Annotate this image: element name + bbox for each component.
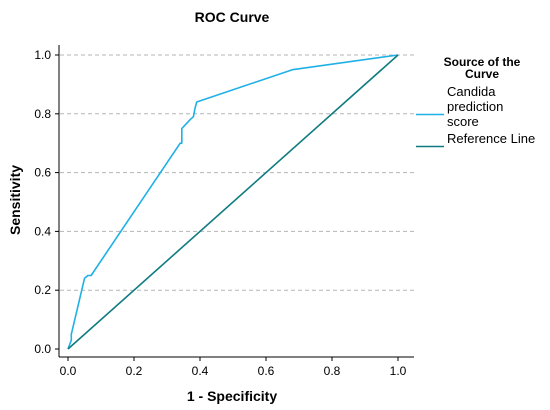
- legend-label-roc: Candida: [447, 84, 496, 99]
- x-tick-label: 0.6: [258, 364, 275, 378]
- y-tick-label: 0.2: [34, 283, 51, 297]
- legend-label-reference: Reference Line: [447, 131, 535, 146]
- grid-lines: [60, 54, 414, 291]
- tick-labels: 0.0 0.2 0.4 0.6 0.8 1.0 0.0 0.2 0.4 0.6 0.8 1.0: [34, 48, 406, 378]
- legend-title: Curve: [465, 67, 499, 81]
- x-tick-label: 0.8: [324, 364, 341, 378]
- x-tick-label: 1.0: [390, 364, 407, 378]
- x-axis-label: 1 - Specificity: [187, 388, 277, 404]
- legend-label-roc: prediction: [447, 99, 503, 114]
- y-tick-label: 0.4: [34, 224, 51, 238]
- y-tick-label: 1.0: [34, 48, 51, 62]
- axes: [58, 45, 414, 358]
- series-lines: [67, 54, 399, 350]
- x-tick-label: 0.4: [192, 364, 209, 378]
- y-tick-label: 0.6: [34, 166, 51, 180]
- roc-curve-line: [67, 54, 399, 350]
- reference-line: [67, 54, 399, 350]
- y-axis-label: Sensitivity: [7, 165, 23, 235]
- legend-label-roc: score: [447, 114, 479, 129]
- x-tick-label: 0.0: [60, 364, 77, 378]
- chart-title: ROC Curve: [195, 9, 270, 25]
- legend-title: Source of the: [444, 55, 521, 69]
- y-tick-label: 0.0: [34, 342, 51, 356]
- y-tick-label: 0.8: [34, 107, 51, 121]
- x-tick-label: 0.2: [126, 364, 143, 378]
